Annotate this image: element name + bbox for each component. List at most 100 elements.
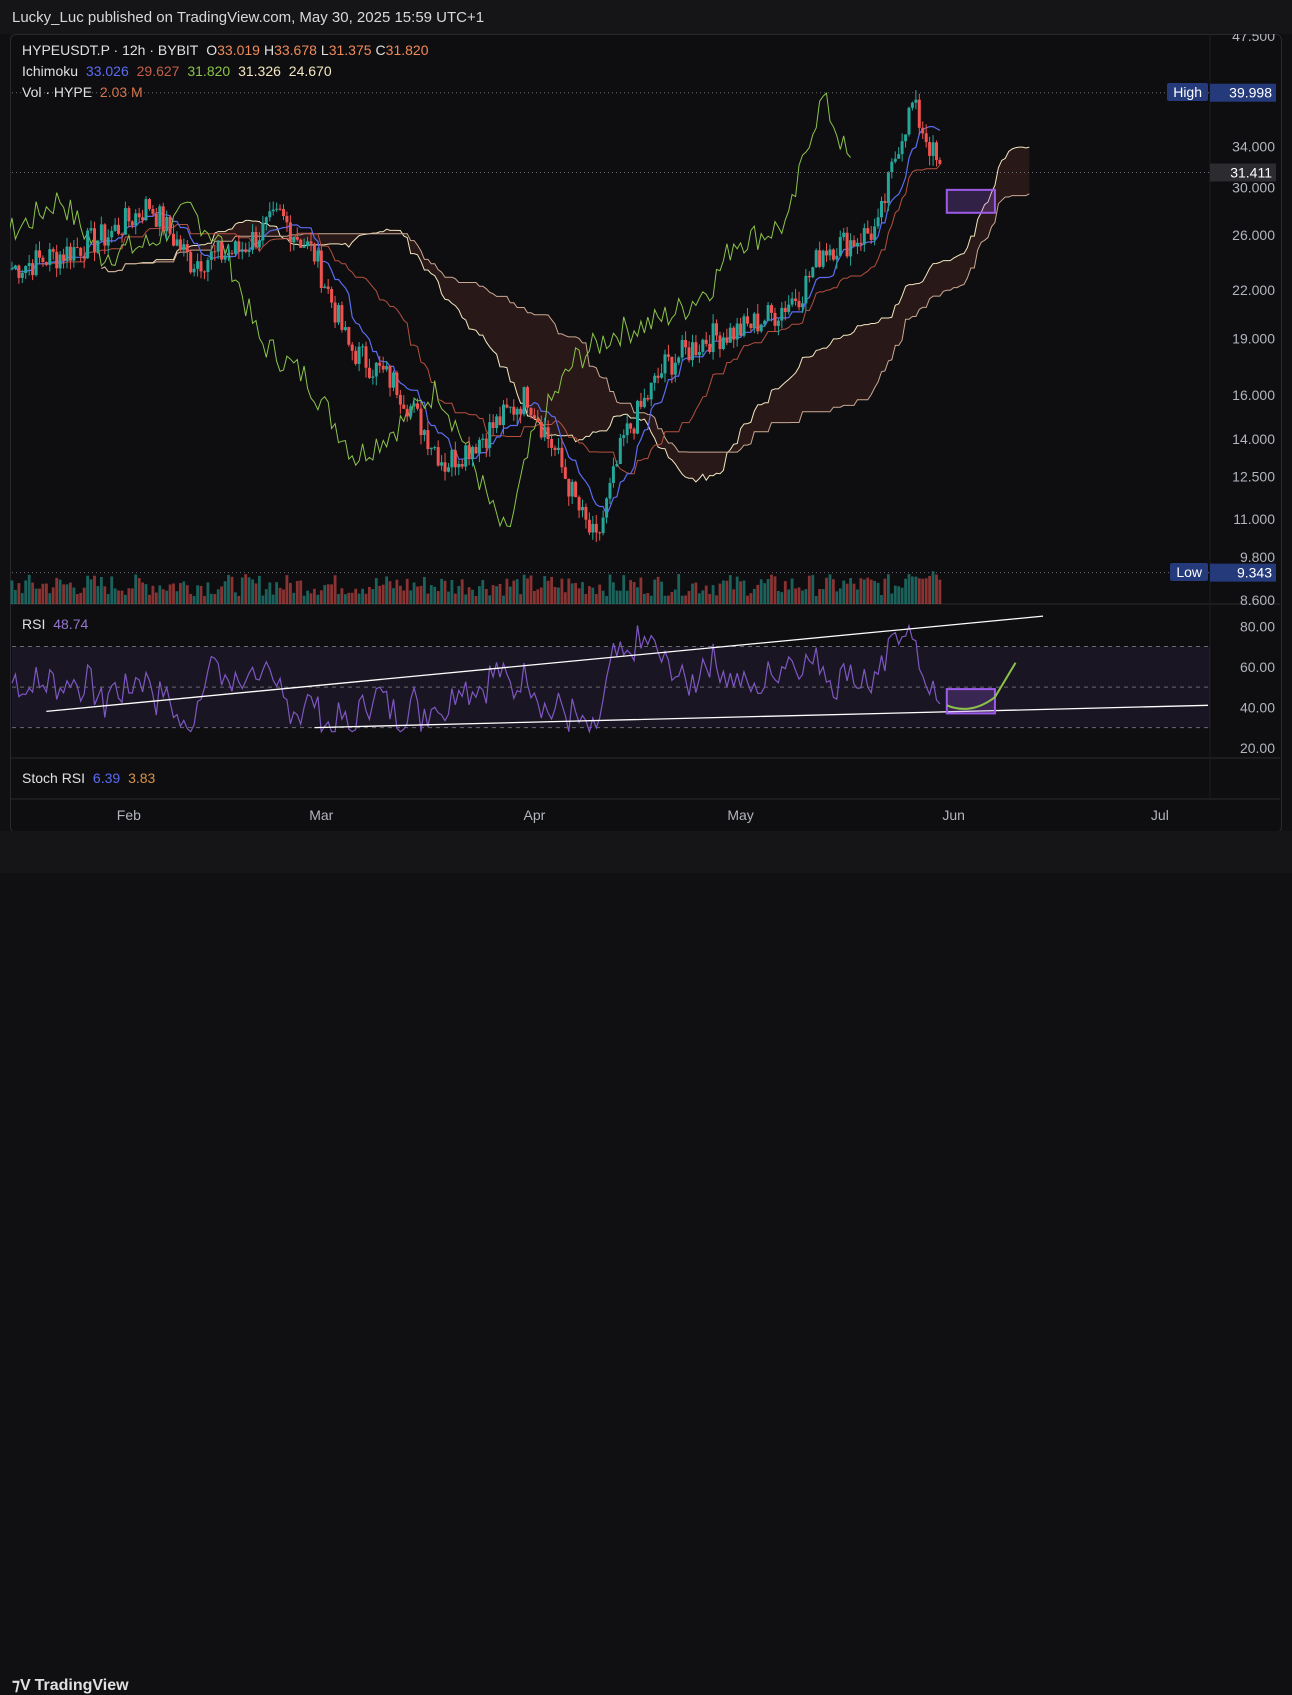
candle-body [759, 324, 763, 332]
stoch-legend[interactable]: Stoch RSI 6.39 3.83 [22, 770, 159, 786]
candle-body [491, 422, 495, 428]
volume-bar [581, 582, 584, 604]
candle-body [522, 387, 526, 415]
volume-bar [292, 592, 296, 604]
candle-body [505, 404, 509, 408]
volume-bar [182, 581, 186, 604]
volume-bar [680, 595, 684, 604]
volume-bar [818, 589, 821, 604]
candle-body [924, 133, 928, 143]
candle-body [477, 439, 481, 454]
volume-bar [625, 590, 629, 604]
volume-bar [605, 595, 608, 604]
candle-body [426, 430, 430, 450]
ohlc-value-L: 31.375 [328, 42, 372, 58]
volume-bar [364, 593, 368, 604]
candle-body [574, 481, 578, 498]
volume-bar [618, 590, 622, 604]
volume-bar [670, 591, 674, 604]
volume-bar [495, 586, 498, 604]
volume-bar [368, 586, 371, 604]
candle-body [453, 450, 457, 468]
rsi-legend[interactable]: RSI 48.74 [22, 616, 92, 632]
volume-bar [560, 578, 564, 604]
candle-body [457, 464, 461, 468]
candle-body [663, 354, 667, 374]
candle-body [495, 416, 499, 428]
candle-body [117, 224, 120, 234]
volume-bar [897, 586, 901, 604]
volume-bar [787, 589, 791, 604]
candle-body [904, 134, 908, 142]
volume-bar [399, 585, 402, 604]
candle-body [649, 382, 653, 400]
tradingview-logo[interactable]: ⁊V TradingView [12, 1675, 129, 1695]
candle-body [44, 262, 48, 265]
time-label-mar: Mar [309, 807, 333, 823]
price-tick-label: 34.000 [1232, 138, 1275, 154]
low-price-value: 9.343 [1237, 565, 1272, 581]
rsi-trendline-upper [46, 615, 1044, 713]
candle-body [99, 224, 103, 241]
volume-bar [196, 585, 199, 604]
target-zone-box [945, 188, 996, 214]
price-chart[interactable]: 47.500 34.000 30.000 26.000 22.000 19.000 16.0… [10, 34, 1280, 831]
candle-body [440, 462, 444, 466]
candle-body [168, 217, 172, 234]
tv-logo-icon: ⁊V [12, 1677, 31, 1694]
candle-body [203, 271, 206, 273]
volume-bar [251, 579, 254, 604]
volume-bar [807, 575, 811, 604]
candle-body [804, 275, 808, 304]
volume-bar [220, 586, 223, 604]
volume-bar [100, 576, 103, 604]
volume-bar [172, 583, 175, 604]
candle-body [474, 447, 478, 454]
volume-bar [859, 578, 863, 604]
candle-body [907, 107, 911, 135]
candle-body [550, 439, 554, 448]
candle-body [24, 266, 28, 273]
volume-bar [467, 587, 471, 604]
candle-body [801, 303, 804, 308]
volume-bar [82, 587, 86, 604]
candle-body [364, 346, 368, 368]
volume-bar [161, 589, 165, 604]
volume-bar [447, 591, 450, 604]
candle-body [677, 357, 681, 363]
candle-body [849, 240, 853, 257]
volume-bar [715, 595, 718, 604]
published-info: Lucky_Luc published on TradingView.com, … [12, 9, 485, 26]
candle-body [354, 350, 358, 364]
candle-body [807, 275, 811, 278]
candle-body [721, 337, 725, 349]
chart-frame[interactable] [10, 34, 1282, 833]
candle-body [636, 400, 639, 434]
price-tick-label: 11.000 [1233, 511, 1275, 527]
candle-body [158, 206, 162, 227]
candle-body [264, 217, 268, 223]
volume-bar [419, 585, 423, 604]
volume-bar [374, 578, 378, 604]
candle-body [460, 464, 464, 467]
candle-body [536, 418, 540, 422]
volume-bar [127, 588, 131, 604]
volume-bar [117, 590, 120, 604]
candle-body [251, 232, 255, 250]
volume-bar [24, 580, 28, 604]
candle-body [172, 233, 175, 246]
volume-bar [464, 594, 468, 604]
volume-legend[interactable]: Vol · HYPE 2.03 M [22, 84, 147, 100]
volume-bar [254, 583, 258, 604]
candle-body [402, 404, 406, 409]
candle-body [691, 342, 694, 361]
volume-bar [268, 582, 272, 604]
volume-bar [316, 594, 320, 604]
volume-bar [928, 575, 931, 604]
candle-body [697, 352, 701, 356]
candle-body [333, 302, 337, 323]
symbol-legend[interactable]: HYPEUSDT.P · 12h · BYBIT O33.019 H33.678 L… [22, 42, 437, 58]
ichimoku-legend[interactable]: Ichimoku 33.026 29.627 31.820 31.326 24.… [22, 63, 336, 79]
candle-body [141, 217, 145, 221]
volume-bar [440, 578, 443, 604]
